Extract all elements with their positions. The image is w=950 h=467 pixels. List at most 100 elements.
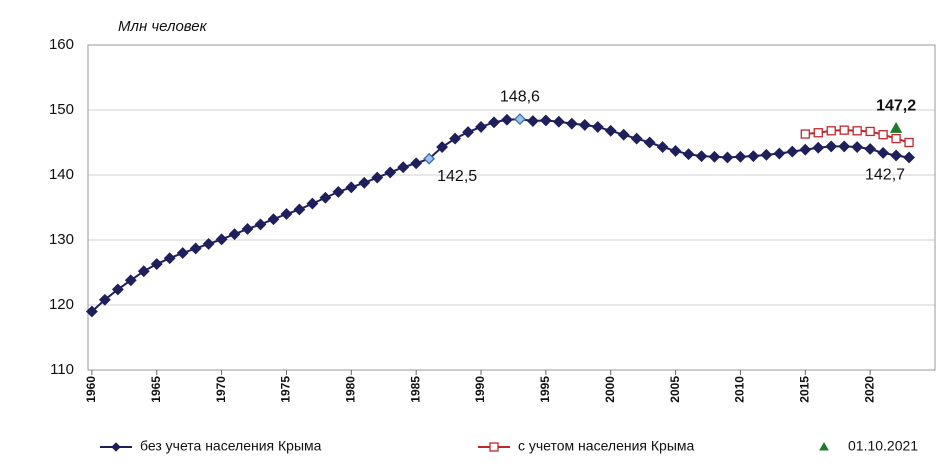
point <box>280 208 293 220</box>
point <box>826 126 836 136</box>
x-tick-label: 1990 <box>473 376 487 403</box>
point <box>124 274 137 287</box>
point <box>332 185 345 198</box>
x-tick-label: 2020 <box>862 376 876 403</box>
point <box>397 161 410 174</box>
point <box>799 143 812 156</box>
x-tick-label: 1970 <box>214 376 228 403</box>
point <box>604 124 617 137</box>
plot-border <box>87 44 936 371</box>
point <box>591 120 604 133</box>
point <box>241 223 254 235</box>
point <box>721 151 734 164</box>
point <box>865 126 875 137</box>
x-tick-label: 1975 <box>279 376 293 403</box>
point <box>891 133 901 144</box>
point <box>578 119 591 131</box>
point <box>682 148 695 161</box>
point <box>552 115 565 128</box>
point <box>695 150 708 163</box>
point <box>189 242 202 255</box>
point <box>514 113 526 126</box>
point <box>423 152 436 165</box>
y-tick-label: 140 <box>49 166 74 183</box>
x-tick-label: 1960 <box>84 376 98 403</box>
point <box>410 157 423 170</box>
legend-label: с учетом населения Крыма <box>518 438 695 454</box>
point <box>903 151 915 164</box>
series-line <box>91 118 910 313</box>
point <box>475 120 487 133</box>
point <box>163 252 176 265</box>
point <box>889 121 903 133</box>
y-tick-label: 120 <box>49 296 74 313</box>
point <box>371 171 384 184</box>
point <box>215 233 228 246</box>
legend-label: без учета населения Крыма <box>140 438 322 454</box>
point <box>878 130 888 140</box>
point <box>800 129 810 139</box>
point <box>734 150 747 163</box>
point <box>877 146 890 159</box>
point <box>760 148 773 161</box>
point <box>852 126 862 136</box>
point <box>98 293 111 306</box>
x-tick-label: 2010 <box>733 376 747 403</box>
y-tick-label: 160 <box>49 36 74 53</box>
legend-marker <box>489 442 499 452</box>
y-tick-label: 130 <box>49 231 74 248</box>
point <box>864 143 877 155</box>
point <box>501 113 513 126</box>
point <box>617 128 630 141</box>
point <box>254 218 267 231</box>
point <box>436 141 449 153</box>
point <box>813 128 823 138</box>
point <box>643 136 656 149</box>
point <box>708 150 721 163</box>
point <box>462 126 474 139</box>
x-tick-label: 1995 <box>538 376 552 403</box>
point <box>656 141 669 153</box>
point <box>488 116 500 129</box>
legend-label: 01.10.2021 <box>848 438 918 454</box>
point <box>228 228 241 241</box>
point <box>839 125 849 135</box>
x-tick-label: 1965 <box>149 376 163 403</box>
legend-marker <box>111 442 121 452</box>
point <box>306 197 319 210</box>
point <box>358 176 371 189</box>
x-tick-label: 1985 <box>408 376 422 403</box>
x-tick-label: 1980 <box>343 376 357 403</box>
point <box>669 145 682 157</box>
point <box>838 140 851 153</box>
x-tick-label: 2015 <box>797 376 811 403</box>
point <box>747 150 760 163</box>
point <box>176 247 189 259</box>
point <box>890 149 903 162</box>
point <box>267 213 280 226</box>
point <box>202 237 215 250</box>
point <box>150 258 163 270</box>
x-tick-label: 2000 <box>603 376 617 403</box>
point <box>137 265 150 278</box>
legend-marker <box>819 441 829 451</box>
point <box>565 117 578 130</box>
data-label: 148,6 <box>500 88 540 105</box>
point <box>449 132 461 145</box>
point <box>851 141 864 153</box>
x-tick-label: 2005 <box>668 376 682 403</box>
point <box>319 191 332 204</box>
point <box>825 140 838 153</box>
point <box>384 166 397 179</box>
y-tick-label: 150 <box>49 101 74 118</box>
point <box>539 114 552 127</box>
point <box>812 141 825 154</box>
chart-title: Млн человек <box>118 18 208 35</box>
data-label: 147,2 <box>876 97 916 114</box>
point <box>630 132 643 145</box>
y-tick-label: 110 <box>50 361 74 378</box>
point <box>786 145 799 158</box>
point <box>85 305 98 318</box>
point <box>773 147 786 160</box>
